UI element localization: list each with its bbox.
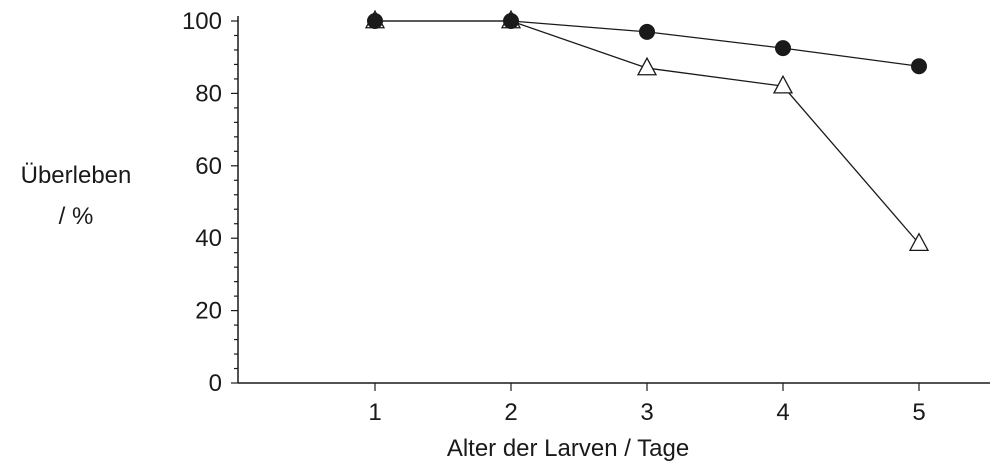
data-point-open-triangle bbox=[908, 232, 930, 252]
data-point-filled-circle bbox=[503, 13, 519, 29]
data-point-filled-circle bbox=[639, 23, 655, 40]
y-tick-label: 100 bbox=[182, 8, 222, 35]
y-tick-label: 20 bbox=[195, 298, 222, 325]
series-line-open-triangle bbox=[375, 20, 920, 245]
y-tick-label: 60 bbox=[195, 153, 222, 180]
x-tick-label: 1 bbox=[368, 399, 381, 426]
y-tick-label: 0 bbox=[209, 370, 222, 397]
x-tick-label: 4 bbox=[776, 399, 789, 426]
series-markers bbox=[364, 9, 930, 252]
y-axis-ticks: 0 20 40 60 80 100 bbox=[182, 8, 238, 397]
axes bbox=[237, 16, 990, 384]
y-axis-title-line2: / % bbox=[59, 203, 94, 230]
y-axis-title-line1: Überleben bbox=[21, 162, 132, 189]
x-tick-label: 3 bbox=[640, 399, 653, 426]
x-tick-label: 2 bbox=[504, 399, 517, 426]
x-axis-title: Alter der Larven / Tage bbox=[447, 435, 689, 462]
data-point-open-triangle bbox=[636, 56, 658, 76]
x-axis-ticks: 1 2 3 4 5 bbox=[368, 383, 926, 426]
y-tick-label: 40 bbox=[195, 225, 222, 252]
x-tick-label: 5 bbox=[912, 399, 925, 426]
series-lines bbox=[375, 20, 920, 245]
data-point-open-triangle bbox=[772, 74, 794, 94]
data-point-filled-circle bbox=[775, 40, 791, 57]
data-point-filled-circle bbox=[911, 58, 927, 75]
y-tick-label: 80 bbox=[195, 80, 222, 107]
data-point-filled-circle bbox=[367, 13, 383, 29]
